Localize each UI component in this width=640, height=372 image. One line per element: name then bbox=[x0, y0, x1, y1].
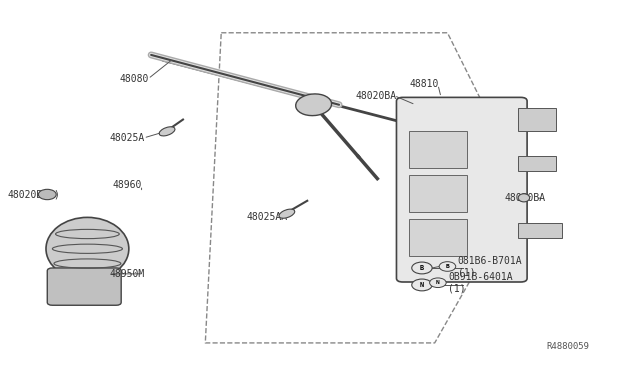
Text: 48810: 48810 bbox=[409, 80, 438, 89]
Ellipse shape bbox=[46, 217, 129, 280]
Circle shape bbox=[412, 262, 432, 274]
Text: 48950M: 48950M bbox=[109, 269, 145, 279]
Text: 48020B(3): 48020B(3) bbox=[8, 189, 61, 199]
Bar bbox=[409, 131, 467, 167]
Bar bbox=[518, 223, 562, 238]
Ellipse shape bbox=[279, 209, 295, 218]
Text: N: N bbox=[436, 280, 440, 285]
Text: 48080: 48080 bbox=[119, 74, 148, 84]
Bar bbox=[518, 157, 556, 171]
Bar bbox=[409, 219, 467, 256]
Bar bbox=[518, 109, 556, 131]
Text: 48025AA: 48025AA bbox=[246, 212, 288, 222]
Text: N: N bbox=[420, 282, 424, 288]
Text: 081B6-B701A
(1): 081B6-B701A (1) bbox=[458, 256, 522, 277]
Ellipse shape bbox=[296, 94, 332, 116]
FancyBboxPatch shape bbox=[47, 268, 121, 305]
Circle shape bbox=[429, 278, 446, 288]
Text: 48960: 48960 bbox=[113, 180, 142, 190]
Ellipse shape bbox=[159, 127, 175, 136]
Circle shape bbox=[412, 279, 432, 291]
Circle shape bbox=[38, 189, 56, 200]
Text: 48020BA: 48020BA bbox=[355, 90, 396, 100]
Text: 48025A: 48025A bbox=[109, 133, 145, 143]
Text: 48020BA: 48020BA bbox=[505, 193, 546, 203]
Circle shape bbox=[439, 262, 456, 271]
FancyBboxPatch shape bbox=[396, 97, 527, 282]
Text: B: B bbox=[445, 264, 449, 269]
Text: R4880059: R4880059 bbox=[546, 342, 589, 351]
Text: B: B bbox=[420, 265, 424, 271]
Text: 0B91B-6401A
(1): 0B91B-6401A (1) bbox=[448, 272, 513, 294]
Ellipse shape bbox=[518, 194, 530, 202]
Bar bbox=[409, 175, 467, 212]
